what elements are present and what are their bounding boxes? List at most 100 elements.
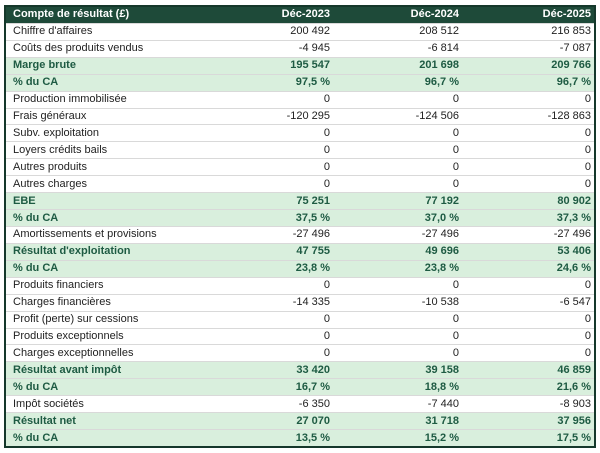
cell-value: 47 755 — [296, 245, 330, 258]
row-label: Profit (perte) sur cessions — [13, 314, 139, 326]
cell-value: 39 158 — [425, 363, 459, 376]
cell-value: -27 496 — [553, 228, 591, 241]
row-label: Charges exceptionnelles — [13, 347, 134, 359]
table-row: % du CA 16,7 % 18,8 % 21,6 % — [6, 378, 594, 396]
table-row: Frais généraux -120 295 -124 506 -128 863 — [6, 107, 594, 125]
cell-value: 18,8 % — [424, 380, 459, 393]
table-row: Amortissements et provisions -27 496 -27 4… — [6, 225, 594, 243]
row-label: Impôt sociétés — [13, 398, 84, 410]
row-label: % du CA — [13, 432, 59, 444]
income-statement-table: Compte de résultat (£) Déc-2023 Déc-2024 Dé… — [4, 5, 596, 448]
row-label: % du CA — [13, 263, 59, 275]
cell-value: 96,7 % — [424, 76, 459, 89]
cell-value: 0 — [584, 126, 591, 139]
table-row: Autres produits 0 0 0 — [6, 158, 594, 176]
cell-value: 0 — [323, 177, 330, 190]
cell-value: 31 718 — [425, 414, 459, 427]
cell-value: 0 — [452, 279, 459, 292]
row-label: Coûts des produits vendus — [13, 43, 144, 55]
cell-value: 0 — [452, 93, 459, 106]
cell-value: 0 — [323, 313, 330, 326]
table-row: Subv. exploitation 0 0 0 — [6, 124, 594, 142]
cell-value: 46 859 — [557, 363, 591, 376]
cell-value: 0 — [584, 177, 591, 190]
row-label: Résultat avant impôt — [13, 364, 122, 376]
cell-value: 24,6 % — [556, 262, 591, 275]
row-label: % du CA — [13, 212, 59, 224]
cell-value: 77 192 — [425, 194, 459, 207]
row-label: Autres produits — [13, 161, 87, 173]
cell-value: 0 — [323, 279, 330, 292]
table-row: Autres charges 0 0 0 — [6, 175, 594, 193]
cell-value: 195 547 — [290, 59, 330, 72]
table-row: Charges exceptionnelles 0 0 0 — [6, 344, 594, 362]
cell-value: 208 512 — [419, 25, 459, 38]
cell-value: 80 902 — [557, 194, 591, 207]
cell-value: 0 — [452, 143, 459, 156]
cell-value: 21,6 % — [556, 380, 591, 393]
table-row: Résultat net 27 070 31 718 37 956 — [6, 412, 594, 430]
cell-value: 0 — [584, 143, 591, 156]
table-row: Résultat avant impôt 33 420 39 158 46 859 — [6, 361, 594, 379]
cell-value: 23,8 % — [424, 262, 459, 275]
table-row: Coûts des produits vendus -4 945 -6 814 -7 … — [6, 39, 594, 57]
table-row: % du CA 23,8 % 23,8 % 24,6 % — [6, 259, 594, 277]
cell-value: -7 087 — [559, 42, 591, 55]
cell-value: 15,2 % — [424, 431, 459, 444]
cell-value: 0 — [584, 160, 591, 173]
cell-value: 0 — [323, 126, 330, 139]
column-header: Déc-2025 — [542, 8, 591, 21]
cell-value: 23,8 % — [295, 262, 330, 275]
row-label: Autres charges — [13, 178, 87, 190]
cell-value: 0 — [452, 126, 459, 139]
row-label: Chiffre d'affaires — [13, 26, 93, 38]
cell-value: 0 — [452, 313, 459, 326]
cell-value: 0 — [452, 346, 459, 359]
row-label: Marge brute — [13, 60, 76, 72]
cell-value: -128 863 — [547, 109, 591, 122]
row-label: Produits financiers — [13, 280, 104, 292]
row-label: % du CA — [13, 381, 59, 393]
cell-value: 75 251 — [296, 194, 330, 207]
cell-value: 53 406 — [557, 245, 591, 258]
cell-value: -6 350 — [298, 397, 330, 410]
table-row: EBE 75 251 77 192 80 902 — [6, 192, 594, 210]
cell-value: 37,3 % — [556, 211, 591, 224]
cell-value: 16,7 % — [295, 380, 330, 393]
cell-value: 0 — [584, 93, 591, 106]
cell-value: 97,5 % — [295, 76, 330, 89]
row-label: Amortissements et provisions — [13, 229, 157, 241]
cell-value: 0 — [452, 160, 459, 173]
cell-value: 0 — [584, 279, 591, 292]
row-label: Production immobilisée — [13, 94, 127, 106]
cell-value: 37,0 % — [424, 211, 459, 224]
table-row: Impôt sociétés -6 350 -7 440 -8 903 — [6, 395, 594, 413]
table-header-row: Compte de résultat (£) Déc-2023 Déc-2024 Dé… — [6, 7, 594, 23]
cell-value: -6 814 — [427, 42, 459, 55]
cell-value: 17,5 % — [556, 431, 591, 444]
table-row: Chiffre d'affaires 200 492 208 512 216 853 — [6, 22, 594, 40]
cell-value: 96,7 % — [556, 76, 591, 89]
cell-value: -8 903 — [559, 397, 591, 410]
cell-value: 216 853 — [551, 25, 591, 38]
row-label: Produits exceptionnels — [13, 330, 124, 342]
cell-value: 0 — [323, 143, 330, 156]
cell-value: 0 — [323, 160, 330, 173]
cell-value: 0 — [452, 177, 459, 190]
cell-value: -120 295 — [286, 109, 330, 122]
cell-value: 0 — [584, 346, 591, 359]
cell-value: 13,5 % — [295, 431, 330, 444]
cell-value: 49 696 — [425, 245, 459, 258]
cell-value: -7 440 — [427, 397, 459, 410]
table-row: Loyers crédits bails 0 0 0 — [6, 141, 594, 159]
cell-value: -6 547 — [559, 296, 591, 309]
cell-value: 0 — [323, 329, 330, 342]
cell-value: -27 496 — [292, 228, 330, 241]
column-header: Déc-2024 — [410, 8, 459, 21]
row-label: Charges financières — [13, 297, 111, 309]
cell-value: 200 492 — [290, 25, 330, 38]
row-label: Frais généraux — [13, 110, 87, 122]
row-label: Subv. exploitation — [13, 127, 100, 139]
table-row: Produits exceptionnels 0 0 0 — [6, 327, 594, 345]
